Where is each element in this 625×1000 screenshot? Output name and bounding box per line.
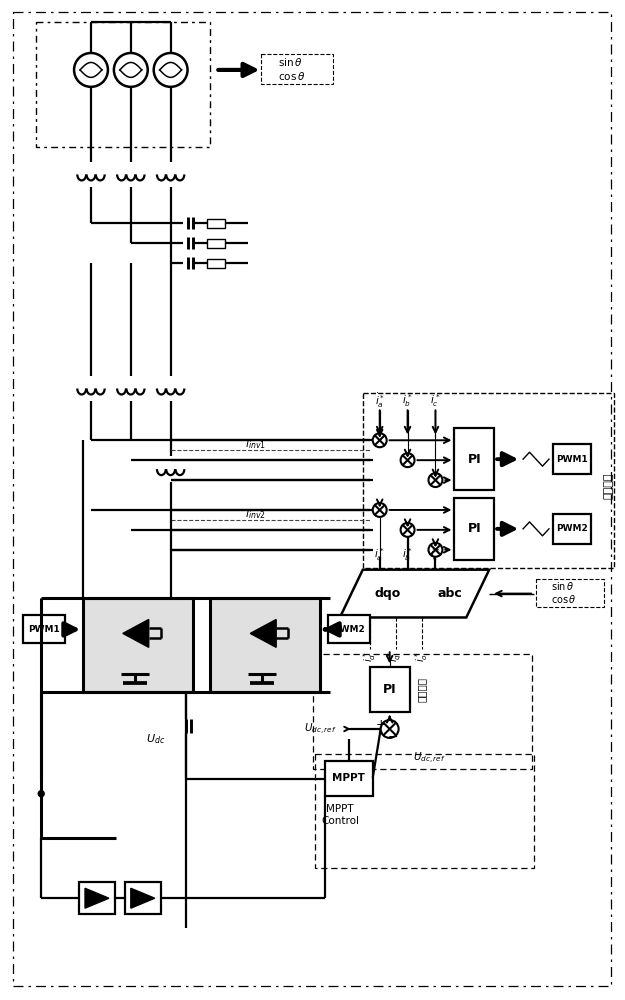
Text: MPPT: MPPT bbox=[332, 773, 365, 783]
Text: $\cos\theta$: $\cos\theta$ bbox=[551, 593, 577, 605]
Text: 电压外环: 电压外环 bbox=[416, 677, 426, 702]
Circle shape bbox=[401, 523, 414, 537]
Bar bbox=[23, 615, 65, 643]
Bar bbox=[208, 259, 226, 268]
Circle shape bbox=[114, 53, 148, 87]
Bar bbox=[36, 22, 211, 147]
Text: abc: abc bbox=[437, 587, 462, 600]
Text: PI: PI bbox=[468, 453, 481, 466]
Bar bbox=[261, 54, 333, 84]
Bar bbox=[553, 514, 591, 544]
Text: PWM2: PWM2 bbox=[333, 625, 365, 634]
Text: $\sin\theta$: $\sin\theta$ bbox=[551, 580, 574, 592]
Text: PWM1: PWM1 bbox=[28, 625, 60, 634]
Bar bbox=[328, 615, 370, 643]
Circle shape bbox=[38, 791, 44, 797]
Bar bbox=[536, 579, 604, 607]
Polygon shape bbox=[131, 888, 155, 908]
Text: $i_c^*$: $i_c^*$ bbox=[430, 392, 441, 409]
Text: +: + bbox=[376, 718, 386, 731]
Bar bbox=[208, 239, 226, 248]
Text: $i_a^*$: $i_a^*$ bbox=[374, 546, 385, 563]
Polygon shape bbox=[340, 570, 489, 617]
Text: $i_d^*$: $i_d^*$ bbox=[361, 651, 378, 662]
Bar bbox=[211, 598, 320, 692]
Bar bbox=[553, 444, 591, 474]
Circle shape bbox=[372, 433, 387, 447]
Text: $-$: $-$ bbox=[387, 729, 398, 742]
Polygon shape bbox=[250, 619, 276, 647]
Bar bbox=[454, 428, 494, 490]
Text: $i_{inv2}$: $i_{inv2}$ bbox=[245, 507, 266, 521]
Text: PI: PI bbox=[383, 683, 396, 696]
Bar bbox=[83, 598, 192, 692]
Text: $\dot{i}_a^*$: $\dot{i}_a^*$ bbox=[375, 391, 384, 410]
Bar bbox=[125, 882, 161, 914]
Text: $i_q^*$: $i_q^*$ bbox=[387, 651, 404, 662]
Text: PI: PI bbox=[468, 522, 481, 535]
Text: $i_o^*$: $i_o^*$ bbox=[413, 651, 430, 662]
Text: $\cos\theta$: $\cos\theta$ bbox=[278, 70, 306, 82]
Text: $i_b^*$: $i_b^*$ bbox=[402, 546, 412, 563]
Text: PWM2: PWM2 bbox=[556, 524, 588, 533]
Text: $\sin\theta$: $\sin\theta$ bbox=[278, 56, 303, 68]
Bar bbox=[208, 219, 226, 228]
Bar bbox=[315, 754, 534, 868]
Bar bbox=[454, 498, 494, 560]
Circle shape bbox=[401, 453, 414, 467]
Text: dqo: dqo bbox=[374, 587, 401, 600]
Text: $i_c^*$: $i_c^*$ bbox=[430, 546, 441, 563]
Circle shape bbox=[429, 543, 442, 557]
Text: $U_{dc}$: $U_{dc}$ bbox=[146, 732, 166, 746]
Polygon shape bbox=[123, 619, 149, 647]
Text: Control: Control bbox=[321, 816, 359, 826]
Text: $i_{inv1}$: $i_{inv1}$ bbox=[245, 437, 266, 451]
Text: $U_{dc,ref}$: $U_{dc,ref}$ bbox=[413, 751, 446, 766]
Circle shape bbox=[381, 720, 399, 738]
Circle shape bbox=[154, 53, 188, 87]
Circle shape bbox=[429, 473, 442, 487]
Bar bbox=[325, 761, 372, 796]
Circle shape bbox=[74, 53, 108, 87]
Bar bbox=[362, 393, 614, 568]
Text: PWM1: PWM1 bbox=[556, 455, 588, 464]
Polygon shape bbox=[85, 888, 109, 908]
Bar bbox=[79, 882, 115, 914]
Text: 电流内环: 电流内环 bbox=[604, 473, 614, 499]
Bar bbox=[370, 667, 409, 712]
Text: MPPT: MPPT bbox=[326, 804, 354, 814]
Bar bbox=[313, 654, 532, 769]
Circle shape bbox=[372, 503, 387, 517]
Text: $U_{dc,ref}$: $U_{dc,ref}$ bbox=[304, 721, 337, 737]
Text: $i_b^*$: $i_b^*$ bbox=[402, 392, 412, 409]
